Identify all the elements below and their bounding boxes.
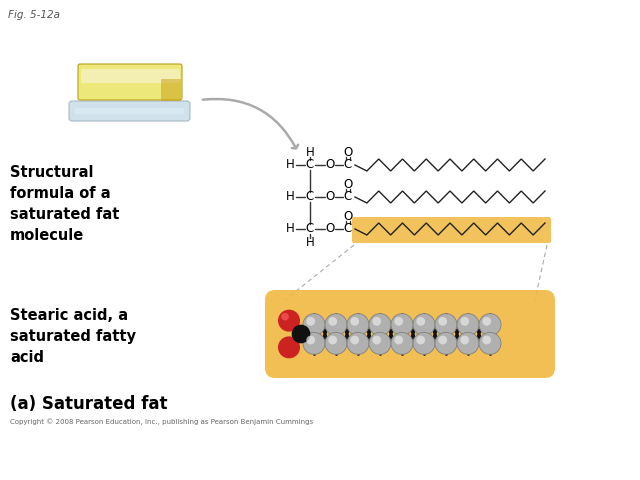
FancyBboxPatch shape bbox=[75, 108, 184, 114]
Text: Stearic acid, a
saturated fatty
acid: Stearic acid, a saturated fatty acid bbox=[10, 308, 136, 365]
Circle shape bbox=[350, 317, 359, 326]
Circle shape bbox=[325, 332, 347, 354]
Text: O: O bbox=[325, 158, 335, 171]
Text: Copyright © 2008 Pearson Education, Inc., publishing as Pearson Benjamin Cumming: Copyright © 2008 Pearson Education, Inc.… bbox=[10, 418, 313, 425]
Circle shape bbox=[479, 332, 501, 354]
Circle shape bbox=[413, 313, 435, 336]
Circle shape bbox=[435, 332, 457, 354]
FancyBboxPatch shape bbox=[81, 69, 180, 83]
Circle shape bbox=[307, 317, 315, 326]
Circle shape bbox=[350, 336, 359, 345]
Circle shape bbox=[372, 336, 381, 345]
FancyBboxPatch shape bbox=[352, 217, 551, 243]
FancyBboxPatch shape bbox=[69, 101, 190, 121]
Text: H: H bbox=[285, 191, 294, 204]
Circle shape bbox=[394, 336, 403, 345]
Circle shape bbox=[369, 332, 391, 354]
Circle shape bbox=[479, 313, 501, 336]
Circle shape bbox=[278, 310, 300, 332]
Text: H: H bbox=[306, 146, 314, 159]
Circle shape bbox=[347, 313, 369, 336]
Circle shape bbox=[438, 336, 447, 345]
Circle shape bbox=[438, 317, 447, 326]
Circle shape bbox=[391, 313, 413, 336]
Circle shape bbox=[303, 332, 325, 354]
Circle shape bbox=[460, 336, 469, 345]
Circle shape bbox=[292, 324, 310, 343]
Text: C: C bbox=[344, 158, 352, 171]
Circle shape bbox=[457, 313, 479, 336]
Text: O: O bbox=[344, 178, 353, 191]
Circle shape bbox=[483, 336, 491, 345]
Text: Structural
formula of a
saturated fat
molecule: Structural formula of a saturated fat mo… bbox=[10, 165, 120, 243]
Circle shape bbox=[328, 317, 337, 326]
Text: C: C bbox=[344, 223, 352, 236]
Circle shape bbox=[307, 336, 315, 345]
Circle shape bbox=[416, 336, 425, 345]
Circle shape bbox=[281, 313, 289, 321]
Circle shape bbox=[416, 317, 425, 326]
Circle shape bbox=[483, 317, 491, 326]
FancyBboxPatch shape bbox=[265, 290, 555, 378]
Text: C: C bbox=[306, 158, 314, 171]
Text: C: C bbox=[306, 191, 314, 204]
Text: H: H bbox=[285, 158, 294, 171]
Circle shape bbox=[303, 313, 325, 336]
Circle shape bbox=[372, 317, 381, 326]
Text: C: C bbox=[344, 191, 352, 204]
Text: O: O bbox=[344, 145, 353, 158]
Circle shape bbox=[460, 317, 469, 326]
Text: C: C bbox=[306, 223, 314, 236]
Circle shape bbox=[325, 313, 347, 336]
Text: O: O bbox=[325, 191, 335, 204]
Text: Fig. 5-12a: Fig. 5-12a bbox=[8, 10, 60, 20]
FancyBboxPatch shape bbox=[161, 79, 181, 101]
FancyBboxPatch shape bbox=[78, 64, 182, 100]
Circle shape bbox=[369, 313, 391, 336]
Text: O: O bbox=[344, 209, 353, 223]
Text: (a) Saturated fat: (a) Saturated fat bbox=[10, 395, 168, 413]
Circle shape bbox=[457, 332, 479, 354]
Text: O: O bbox=[325, 223, 335, 236]
Circle shape bbox=[391, 332, 413, 354]
Circle shape bbox=[413, 332, 435, 354]
Text: H: H bbox=[285, 223, 294, 236]
Text: H: H bbox=[306, 236, 314, 249]
Circle shape bbox=[347, 332, 369, 354]
Circle shape bbox=[394, 317, 403, 326]
Circle shape bbox=[435, 313, 457, 336]
Circle shape bbox=[278, 336, 300, 359]
Circle shape bbox=[328, 336, 337, 345]
